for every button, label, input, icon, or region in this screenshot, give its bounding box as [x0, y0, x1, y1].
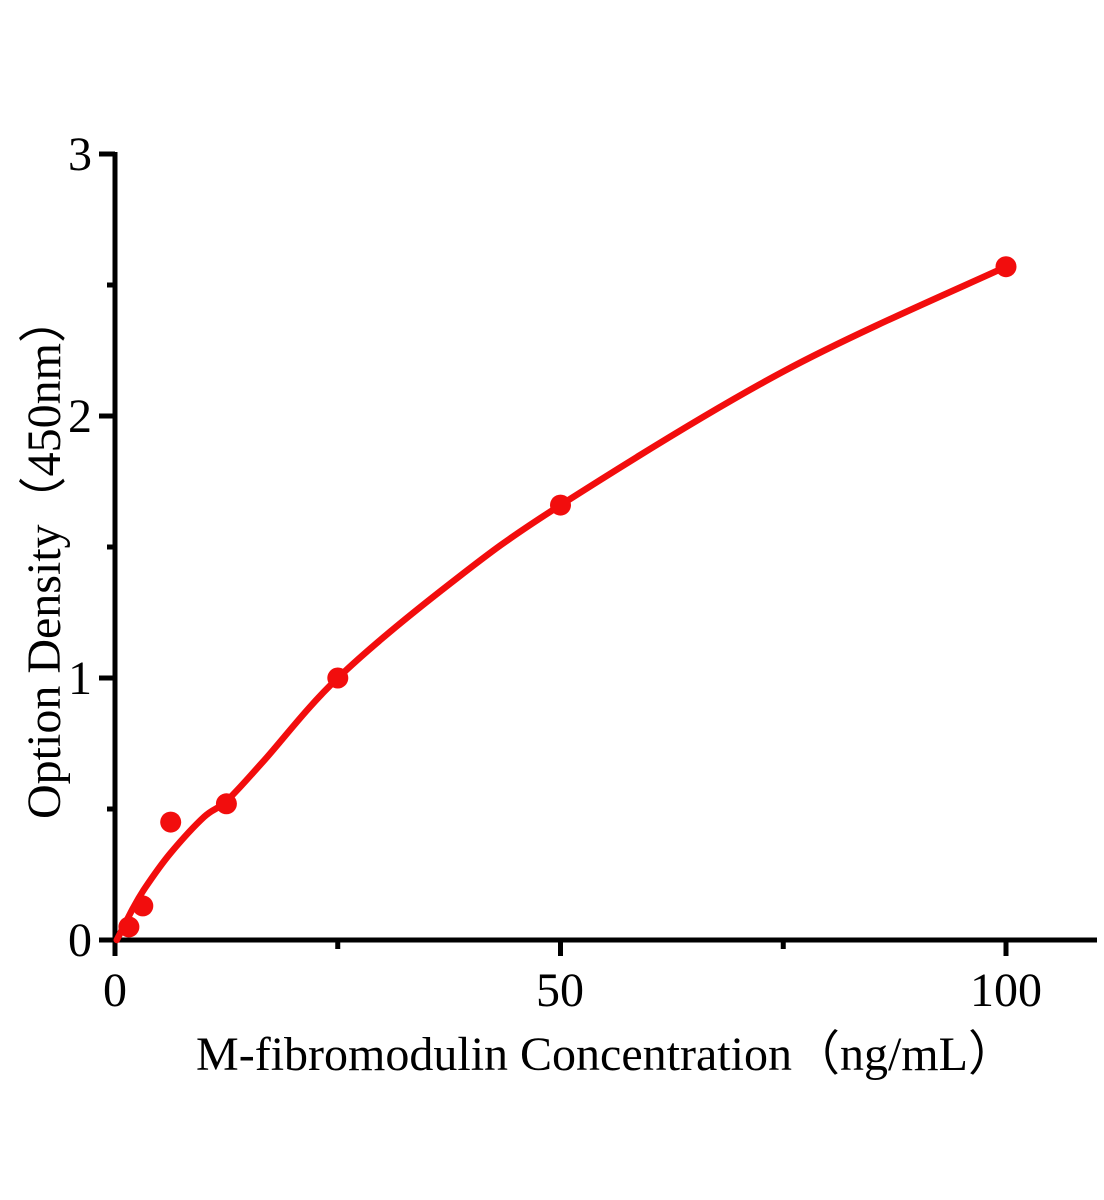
data-point	[995, 256, 1017, 278]
y-axis-label: Option Density（450nm）	[18, 295, 71, 819]
data-point	[550, 494, 571, 516]
data-point	[132, 895, 154, 917]
data-points	[118, 256, 1017, 938]
data-point	[160, 811, 182, 833]
data-point	[118, 916, 140, 938]
x-tick-label-50: 50	[536, 964, 584, 1017]
axis-ticks	[99, 151, 1009, 956]
x-tick-labels: 0 50 100	[103, 964, 1042, 1017]
y-tick-label-3: 3	[68, 128, 92, 181]
x-tick-label-100: 100	[970, 964, 1042, 1017]
x-tick-label-0: 0	[103, 964, 127, 1017]
y-tick-labels: 0 1 2 3	[68, 128, 92, 967]
data-point	[327, 667, 349, 689]
y-tick-label-0: 0	[68, 914, 92, 967]
fit-curve-path	[113, 263, 1010, 944]
standard-curve	[113, 263, 1010, 944]
y-tick-label-2: 2	[68, 390, 92, 443]
y-tick-label-1: 1	[68, 652, 92, 705]
x-axis-label: M-fibromodulin Concentration（ng/mL）	[196, 1028, 1016, 1081]
axes	[99, 151, 1097, 956]
data-point	[215, 793, 237, 815]
